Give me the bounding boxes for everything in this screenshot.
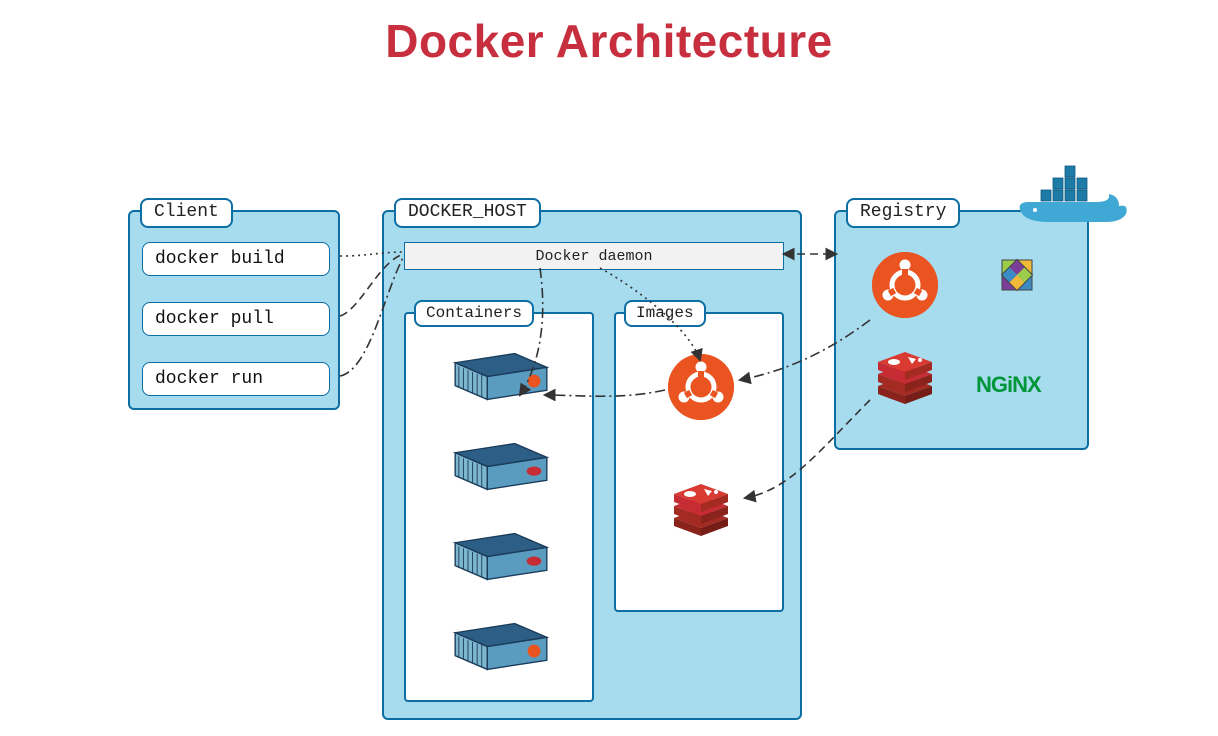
images-box: Images — [614, 312, 784, 612]
registry-label: Registry — [846, 198, 960, 228]
docker-whale-icon — [1011, 164, 1131, 244]
docker-host-panel: DOCKER_HOST Docker daemon Containers Ima… — [382, 210, 802, 720]
docker-daemon-box: Docker daemon — [404, 242, 784, 270]
container-icon — [446, 524, 556, 589]
images-label: Images — [624, 300, 706, 327]
container-icon — [446, 614, 556, 679]
nginx-logo: NGiNX — [976, 372, 1041, 398]
containers-box: Containers — [404, 312, 594, 702]
cmd-docker-pull: docker pull — [142, 302, 330, 336]
redis-icon — [668, 484, 734, 542]
container-icon — [446, 344, 556, 409]
registry-panel: Registry NGiNX — [834, 210, 1089, 450]
page-title: Docker Architecture — [0, 14, 1218, 68]
docker-host-label: DOCKER_HOST — [394, 198, 541, 228]
ubuntu-icon — [872, 252, 938, 318]
containers-label: Containers — [414, 300, 534, 327]
centos-icon — [988, 256, 1046, 314]
cmd-docker-build: docker build — [142, 242, 330, 276]
container-icon — [446, 434, 556, 499]
client-panel: Client docker build docker pull docker r… — [128, 210, 340, 410]
cmd-docker-run: docker run — [142, 362, 330, 396]
client-label: Client — [140, 198, 233, 228]
ubuntu-icon — [668, 354, 734, 420]
redis-icon — [872, 352, 938, 410]
